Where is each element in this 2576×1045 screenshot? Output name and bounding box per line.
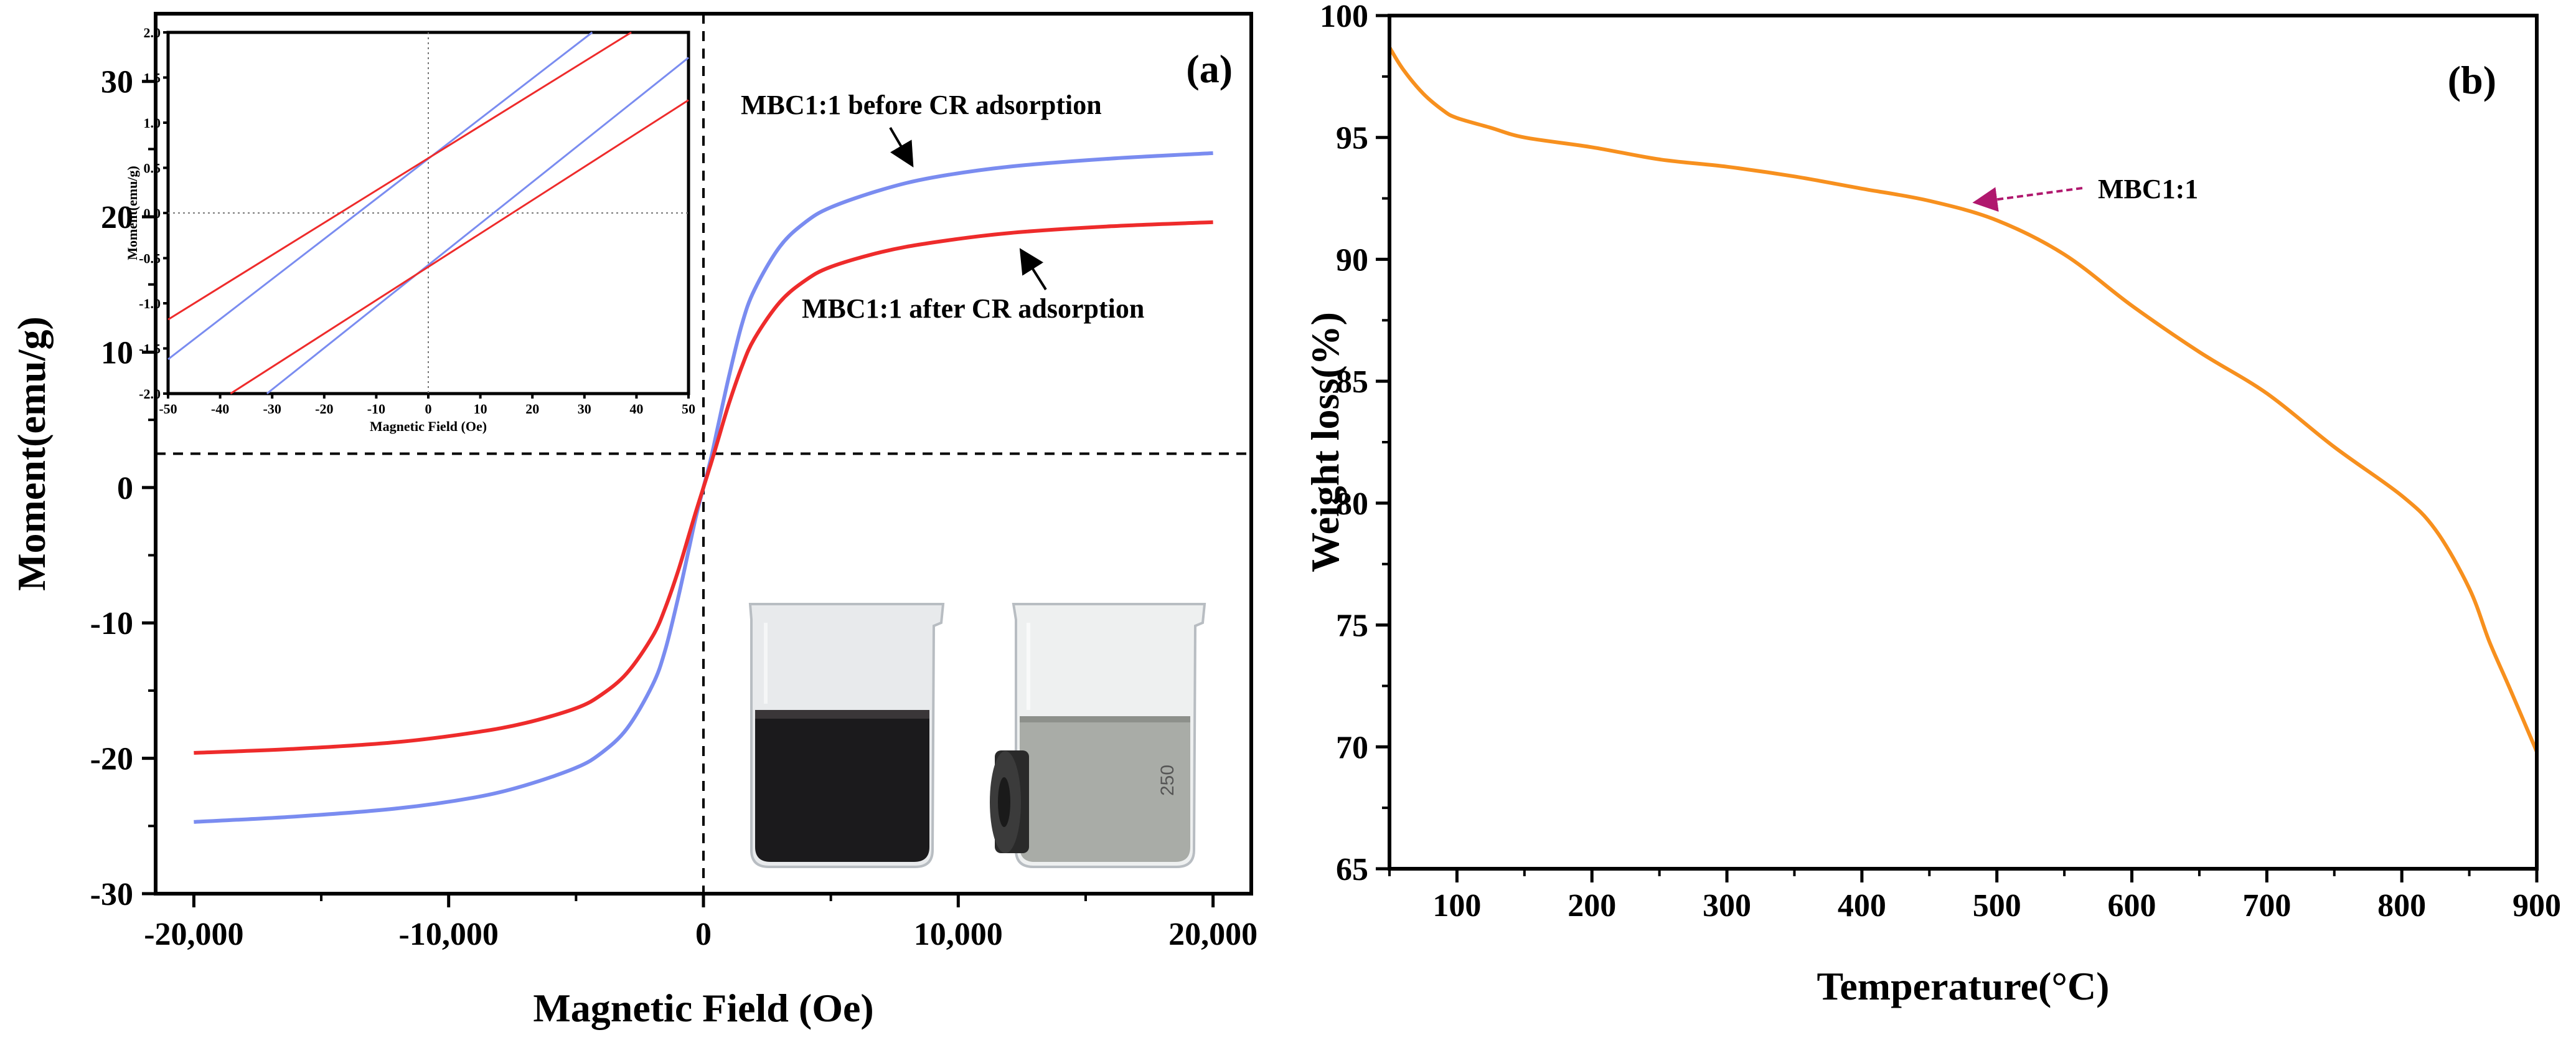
y-tick-label: 75: [1336, 608, 1368, 644]
y-tick-label: 70: [1336, 730, 1368, 765]
x-tick-label: 200: [1568, 888, 1616, 924]
inset-x-tick-label: 20: [525, 401, 539, 417]
annotation-after: MBC1:1 after CR adsorption: [802, 293, 1144, 324]
chart-a: -20,000 -10,000 0 10,000 20,000 -30 -20 -10 0 10 2…: [9, 12, 1257, 1030]
inset-y-tick-label: 0.0: [144, 206, 161, 221]
y-tick-label: 30: [101, 65, 133, 100]
annotation-arrow-before: [889, 126, 914, 168]
beaker-left-icon: [748, 603, 945, 868]
beaker-volume-label: 250: [1157, 765, 1178, 796]
x-tick-label: 20,000: [1168, 917, 1257, 952]
chart-b: 100 200 300 400 500 600 700 800 900 65 70 75 80 85 90 9…: [1303, 0, 2561, 1008]
x-axis-title: Magnetic Field (Oe): [533, 986, 873, 1030]
inset-y-tick-label: -1.5: [139, 341, 161, 357]
inset-series-line-1: [266, 57, 689, 395]
panel-label-a: (a): [1186, 47, 1233, 91]
inset-y-axis-title: Moment(emu/g): [125, 166, 140, 260]
inset-x-tick-label: 10: [474, 401, 487, 417]
inset-y-tick-label: 2.0: [144, 25, 161, 40]
inset-x-tick-label: -40: [211, 401, 229, 417]
x-tick-label: -20,000: [144, 917, 243, 952]
magnet-icon: [990, 750, 1029, 853]
inset-x-tick-label: -10: [367, 401, 385, 417]
inset-series-line-3: [230, 99, 689, 395]
y-tick-label: 80: [1336, 486, 1368, 522]
inset-y-tick-label: -1.0: [139, 296, 161, 311]
y-tick-label: 100: [1320, 0, 1368, 34]
x-tick-label: 500: [1973, 888, 2021, 924]
y-tick-label: 85: [1336, 364, 1368, 400]
inset-y-tick-label: 0.5: [144, 161, 161, 176]
y-axis-title: Moment(emu/g): [9, 316, 54, 591]
annotation-mbc: MBC1:1: [2098, 174, 2198, 204]
x-tick-label: 600: [2108, 888, 2156, 924]
inset-x-tick-label: 0: [425, 401, 432, 417]
inset-x-tick-label: 40: [629, 401, 643, 417]
inset-x-tick-label: -20: [315, 401, 333, 417]
inset-chart: -50 -40 -30 -20 -10 0 10 20 30 40 50 -2.0 -1.5 -1.0 -0…: [125, 25, 695, 434]
inset-x-tick-label: 30: [578, 401, 591, 417]
inset-series-line-2: [167, 31, 632, 321]
y-tick-label: 20: [101, 200, 133, 235]
x-tick-label: 10,000: [914, 917, 1003, 952]
y-tick-label: -10: [90, 606, 133, 641]
inset-y-tick-label: -2.0: [139, 386, 161, 402]
annotation-before: MBC1:1 before CR adsorption: [741, 90, 1102, 120]
inset-y-tick-label: 1.5: [144, 70, 161, 86]
tga-series-line-0: [1388, 46, 2539, 753]
x-tick-label: 300: [1703, 888, 1751, 924]
inset-x-tick-label: 50: [682, 401, 695, 417]
y-tick-label: 65: [1336, 852, 1368, 887]
y-tick-label: 0: [117, 471, 133, 506]
x-tick-label: 700: [2242, 888, 2291, 924]
x-axis-title: Temperature(°C): [1817, 964, 2110, 1008]
x-tick-label: 800: [2377, 888, 2426, 924]
x-tick-label: -10,000: [399, 917, 499, 952]
inset-x-axis-title: Magnetic Field (Oe): [370, 418, 487, 434]
panel-label-b: (b): [2448, 58, 2496, 102]
x-tick-label: 900: [2513, 888, 2561, 924]
inset-y-tick-label: 1.0: [144, 115, 161, 131]
inset-x-tick-label: -50: [159, 401, 177, 417]
inset-x-tick-label: -30: [263, 401, 281, 417]
y-tick-label: 95: [1336, 121, 1368, 156]
x-tick-label: 100: [1432, 888, 1481, 924]
y-tick-label: -30: [90, 877, 133, 912]
inset-series-line-0: [167, 31, 593, 361]
x-tick-label: 0: [695, 917, 712, 952]
y-tick-label: -20: [90, 742, 133, 777]
beaker-photo: 250: [748, 603, 1206, 868]
annotation-arrow-after: [1019, 248, 1047, 291]
annotation-arrow-mbc: [1972, 187, 2083, 212]
inset-y-tick-label: -0.5: [139, 251, 161, 267]
y-tick-label: 90: [1336, 242, 1368, 278]
x-tick-label: 400: [1838, 888, 1886, 924]
beaker-right-icon: 250: [1012, 603, 1206, 868]
y-tick-label: 10: [101, 335, 133, 371]
y-axis-title: Weight loss(%): [1303, 312, 1347, 572]
series-line-1: [194, 220, 1213, 755]
